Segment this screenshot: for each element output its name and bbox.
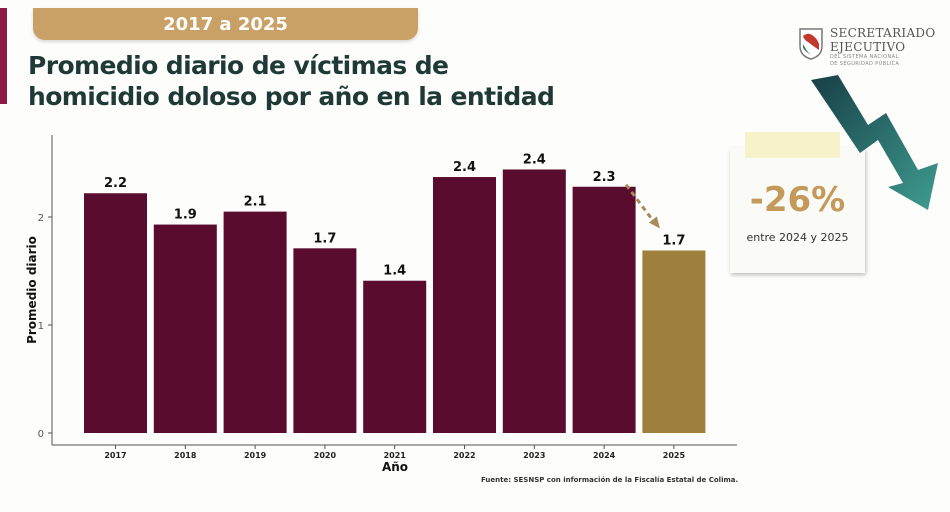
logo-line-2: EJECUTIVO [830, 40, 906, 54]
period-banner: 2017 a 2025 [33, 8, 418, 40]
x-tick-label-2023: 2023 [523, 451, 545, 460]
source-note: Fuente: SESNSP con información de la Fis… [481, 476, 739, 484]
bar-2021 [363, 280, 427, 433]
bar-2023 [502, 169, 566, 434]
side-accent-bar [0, 8, 7, 104]
annotation-arrow-head [648, 216, 660, 229]
change-percentage: -26% [749, 180, 846, 220]
x-tick-label-2021: 2021 [384, 451, 407, 460]
trend-down-arrow-icon [811, 75, 938, 210]
bar-2022 [433, 177, 496, 433]
x-tick-label-2025: 2025 [663, 451, 686, 460]
x-tick-label-2018: 2018 [174, 451, 197, 460]
data-label-2020: 1.7 [313, 231, 336, 246]
period-label: 2017 a 2025 [163, 13, 288, 35]
data-label-2022: 2.4 [453, 160, 476, 175]
x-tick-label-2017: 2017 [104, 451, 126, 460]
page-title: Promedio diario de víctimas de homicidio… [28, 50, 555, 112]
x-tick-label-2020: 2020 [314, 451, 337, 460]
x-tick-label-2024: 2024 [593, 451, 616, 460]
data-label-2017: 2.2 [104, 176, 127, 191]
x-axis-title: Año [382, 460, 408, 474]
data-label-2025: 1.7 [662, 233, 685, 248]
bar-2025 [642, 250, 706, 433]
data-label-2021: 1.4 [383, 264, 406, 279]
shield-icon [799, 28, 823, 60]
callout-note [730, 148, 865, 273]
change-caption: entre 2024 y 2025 [746, 231, 849, 244]
x-tick-label-2019: 2019 [244, 451, 267, 460]
title-line-2: homicidio doloso por año en la entidad [28, 82, 555, 111]
note-tape [745, 132, 840, 158]
data-label-2024: 2.3 [593, 170, 616, 185]
logo-line-4: DE SEGURIDAD PÚBLICA [830, 61, 900, 67]
logo-line-1: SECRETARIADO [830, 26, 936, 40]
y-axis-title: Promedio diario [25, 236, 39, 344]
bar-2019 [223, 211, 287, 433]
bar-2017 [84, 193, 147, 433]
secretariado-logo: SECRETARIADO EJECUTIVO DEL SISTEMA NACIO… [798, 26, 935, 68]
bar-2018 [153, 224, 217, 433]
x-tick-label-2022: 2022 [453, 451, 475, 460]
data-label-2019: 2.1 [244, 195, 267, 210]
bar-2020 [293, 248, 357, 433]
data-label-2018: 1.9 [174, 208, 197, 223]
y-tick-label: 1 [38, 321, 44, 332]
title-line-1: Promedio diario de víctimas de [28, 51, 449, 80]
y-tick-label: 0 [38, 429, 44, 440]
logo-line-3: DEL SISTEMA NACIONAL [830, 54, 899, 60]
bar-2024 [572, 186, 636, 433]
y-tick-label: 2 [38, 213, 44, 224]
data-label-2023: 2.4 [523, 152, 546, 167]
